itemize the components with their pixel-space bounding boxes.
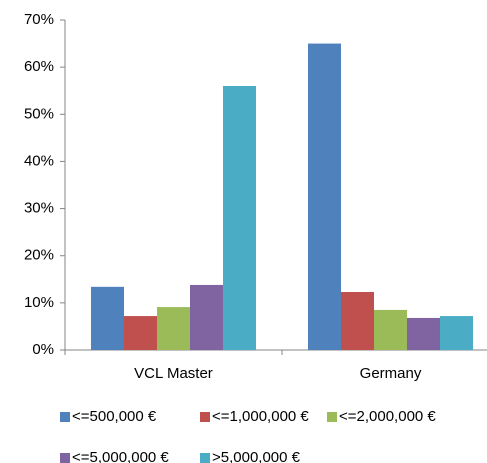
y-tick-label: 60% xyxy=(24,58,54,75)
bar xyxy=(190,284,223,350)
legend-label: <=5,000,000 € xyxy=(72,449,169,463)
legend-swatch xyxy=(200,453,210,463)
legend-swatch xyxy=(60,453,70,463)
legend-swatch xyxy=(60,412,70,422)
legend-label: <=1,000,000 € xyxy=(212,408,309,425)
bar xyxy=(308,43,341,350)
bar xyxy=(91,286,124,350)
bar xyxy=(157,307,190,350)
bar xyxy=(124,316,157,350)
legend-label: <=2,000,000 € xyxy=(339,408,436,425)
legend-label: <=500,000 € xyxy=(72,408,157,425)
bar xyxy=(407,317,440,350)
y-tick-label: 50% xyxy=(24,105,54,122)
legend-label: >5,000,000 € xyxy=(212,449,301,463)
x-tick-label: Germany xyxy=(360,365,422,382)
legend-swatch xyxy=(327,412,337,422)
bar xyxy=(341,292,374,350)
bar xyxy=(440,316,473,350)
legend-swatch xyxy=(200,412,210,422)
y-tick-label: 70% xyxy=(24,11,54,28)
y-tick-label: 0% xyxy=(32,341,54,358)
bar xyxy=(374,309,407,350)
bar xyxy=(223,86,256,350)
y-tick-label: 20% xyxy=(24,247,54,264)
x-tick-label: VCL Master xyxy=(134,365,213,382)
y-tick-label: 30% xyxy=(24,200,54,217)
y-tick-label: 10% xyxy=(24,294,54,311)
y-tick-label: 40% xyxy=(24,152,54,169)
